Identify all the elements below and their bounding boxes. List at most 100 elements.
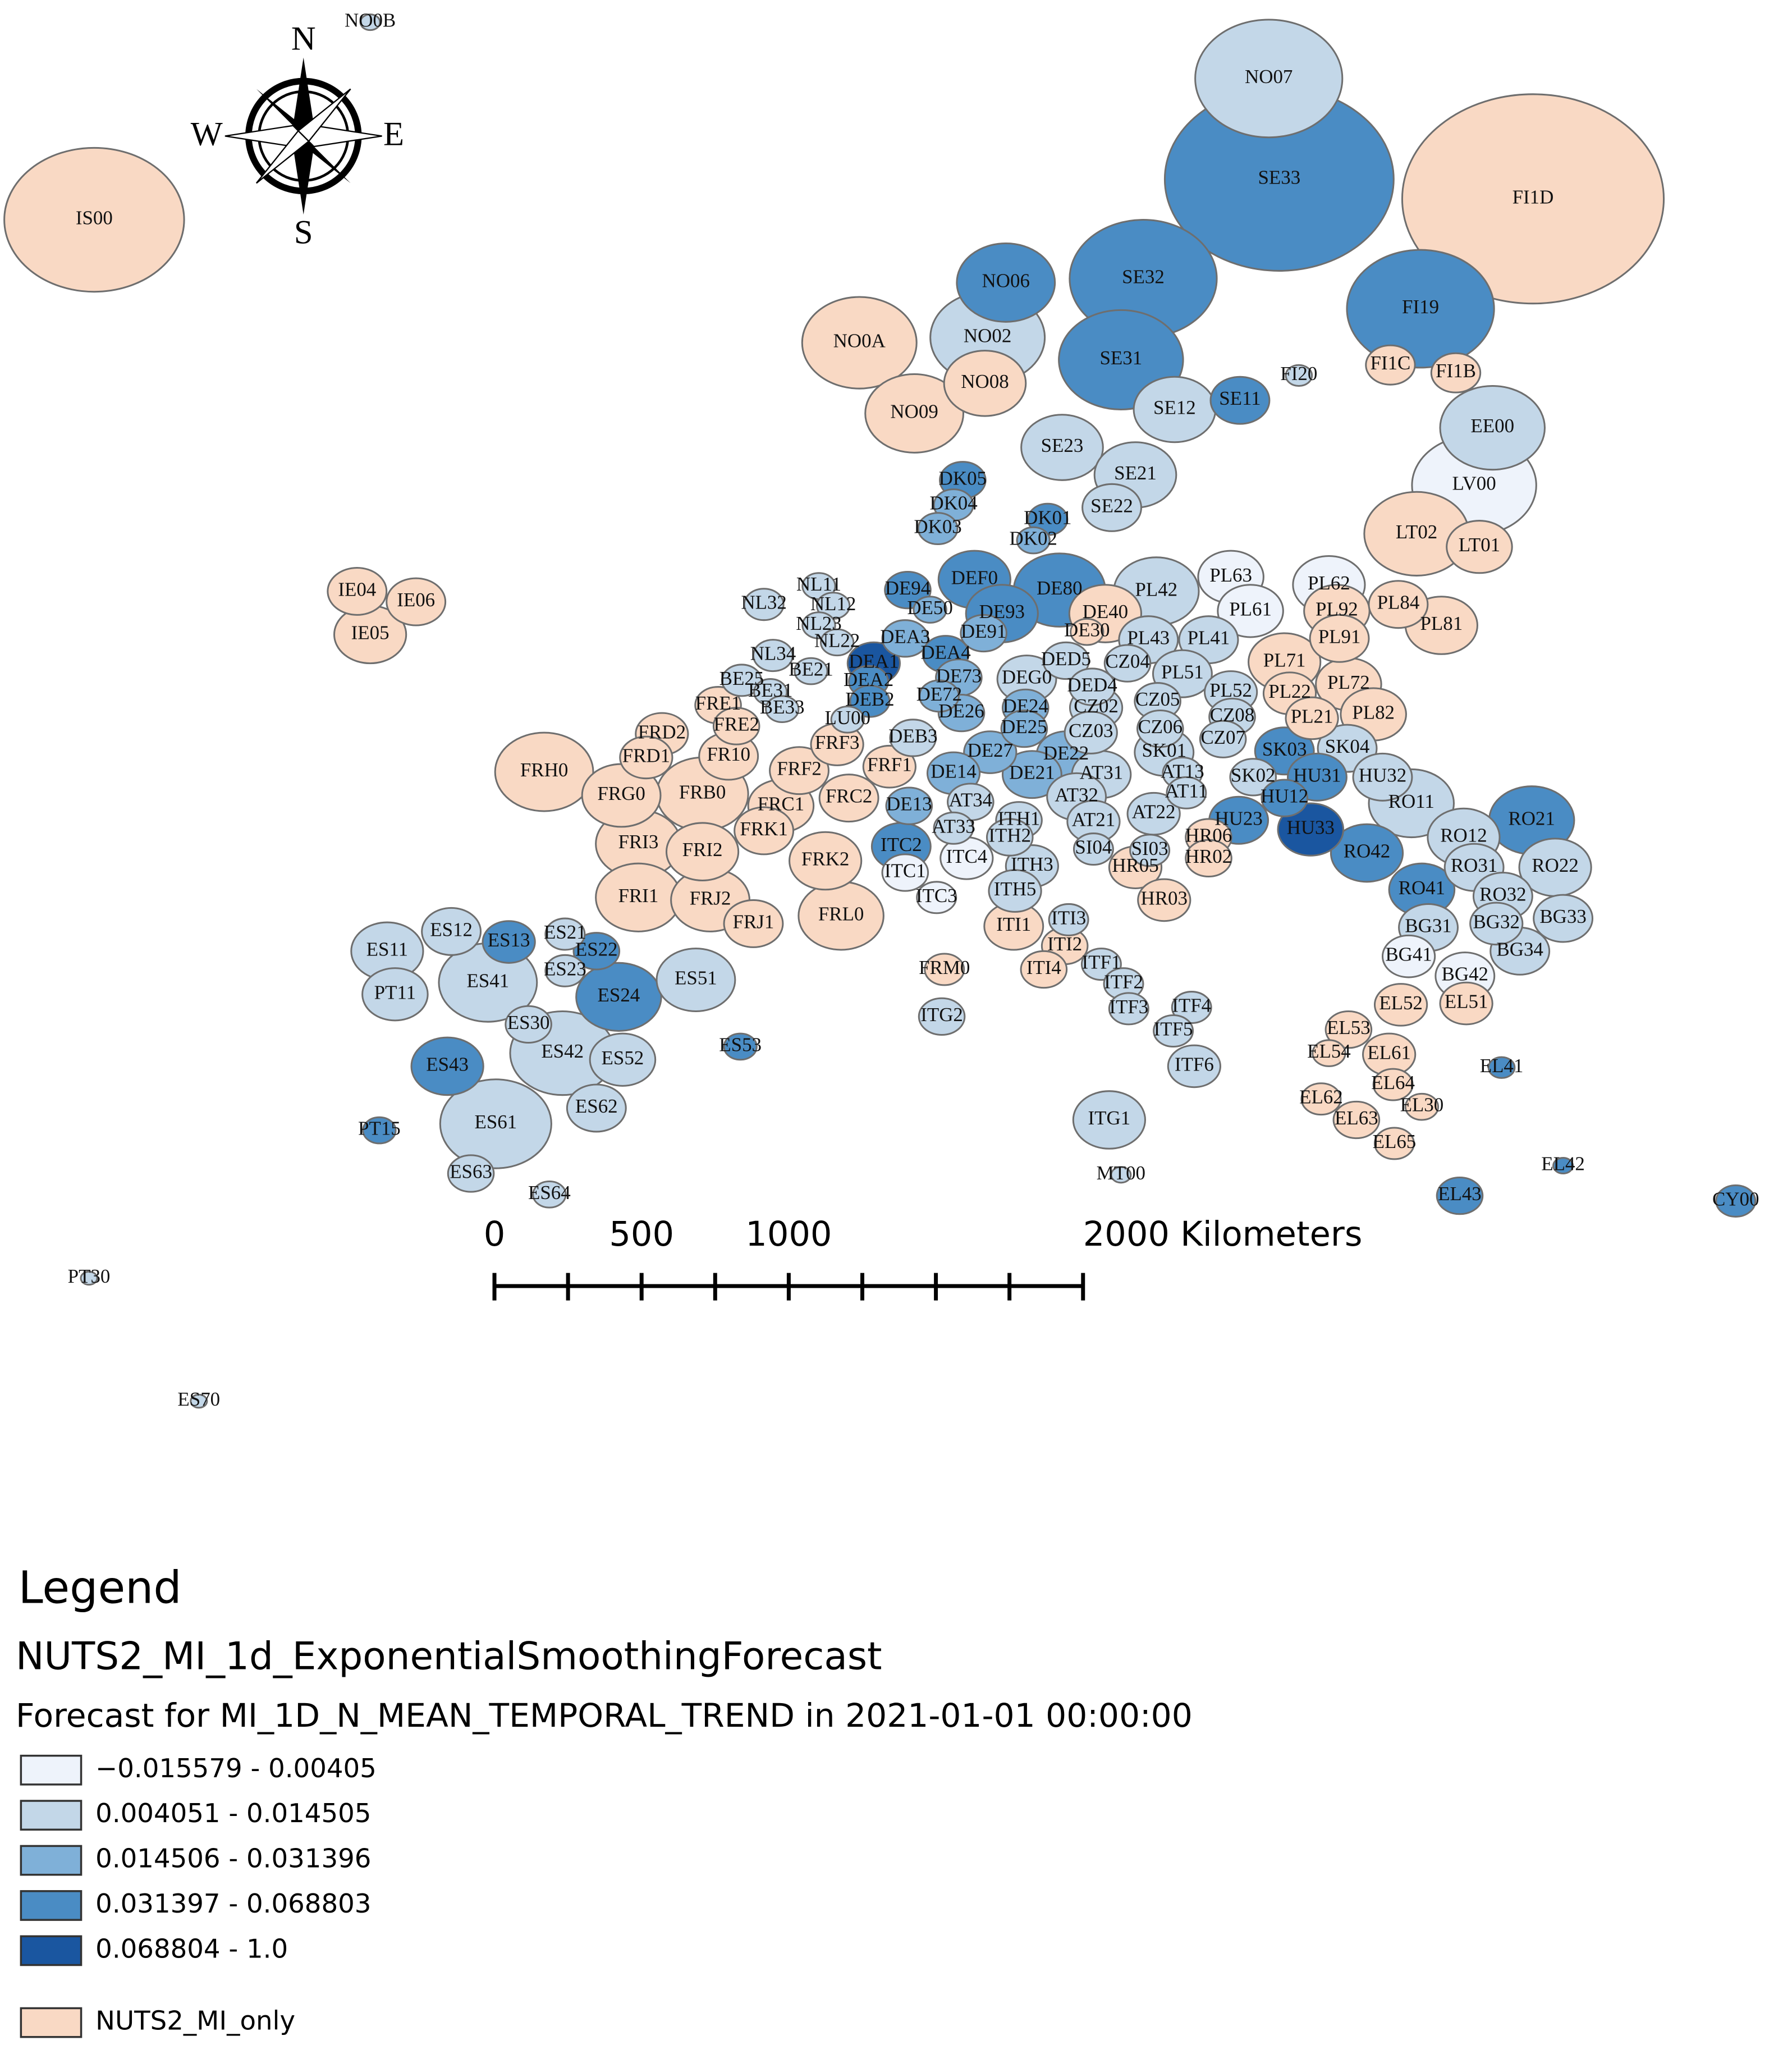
region (1229, 758, 1277, 797)
region (849, 684, 891, 718)
region-label: ITF5 (1154, 1018, 1193, 1040)
region-label: LT02 (1396, 521, 1437, 543)
region-label: SE22 (1090, 495, 1133, 516)
region-label: DE24 (1002, 695, 1048, 717)
region-label: SK03 (1262, 738, 1307, 760)
region-label: EL43 (1438, 1183, 1482, 1205)
region (924, 953, 965, 986)
region-label: CY00 (1712, 1188, 1759, 1210)
region-label: FRC2 (826, 785, 873, 807)
region-label: DEF0 (951, 566, 998, 588)
region-label: PL72 (1327, 671, 1370, 693)
region-label: FRJ2 (690, 887, 731, 909)
legend-label: 0.014506 - 0.031396 (95, 1843, 371, 1874)
region-label: DE91 (961, 620, 1007, 642)
region-label: LU00 (825, 707, 871, 729)
region-label: AT11 (1165, 780, 1208, 802)
region-label: AT31 (1080, 762, 1124, 784)
region-label: ITG1 (1088, 1107, 1131, 1129)
region-label: PT15 (358, 1118, 401, 1140)
region-label: ES53 (719, 1033, 762, 1055)
region-label: PL52 (1209, 679, 1252, 701)
region-label: HU12 (1261, 785, 1308, 807)
region-label: DED4 (1067, 674, 1117, 696)
region-label: DE50 (907, 597, 953, 619)
compass-point (298, 136, 351, 184)
region (1070, 617, 1104, 646)
region-label: RO22 (1532, 854, 1578, 876)
region-label: PL21 (1291, 706, 1333, 728)
region-label: RO32 (1479, 883, 1526, 905)
region-label: BG32 (1473, 911, 1519, 932)
region-label: FI1C (1371, 352, 1411, 374)
region (505, 1005, 552, 1044)
region (1346, 249, 1495, 369)
compass-point (293, 57, 314, 136)
region-label: FI1D (1513, 186, 1554, 208)
compass-rose: N S W E (191, 20, 404, 251)
region-label: EL65 (1373, 1131, 1417, 1152)
scale-bar: 0 500 1000 2000 Kilometers (484, 1215, 1362, 1301)
region (362, 1116, 397, 1145)
region (1439, 385, 1546, 471)
region-label: NO0B (345, 10, 396, 31)
region (386, 577, 447, 626)
region-label: AT21 (1072, 809, 1116, 831)
region-label: CZ04 (1105, 651, 1150, 673)
region-label: FRD1 (622, 744, 670, 766)
region-label: BE25 (719, 667, 764, 689)
region-label: RO42 (1344, 840, 1390, 862)
region-label: SE23 (1041, 434, 1084, 456)
region-label: ITI4 (1026, 957, 1061, 978)
region (190, 1393, 208, 1409)
region-label: FRI1 (618, 885, 658, 907)
region (1285, 696, 1339, 740)
region-label: PL82 (1352, 702, 1395, 724)
region (1068, 667, 1116, 706)
region-label: HR02 (1185, 845, 1232, 867)
region (794, 657, 828, 685)
region-label: NO02 (964, 324, 1011, 346)
legend-swatch (20, 1935, 83, 1966)
region-label: ITC1 (884, 860, 926, 882)
region (918, 997, 966, 1036)
region-label: FRI2 (682, 839, 723, 861)
region-label: PL92 (1316, 598, 1358, 620)
region-label: EE00 (1470, 415, 1514, 437)
region-label: DK01 (1024, 506, 1071, 528)
region-label: ES24 (598, 984, 640, 1006)
region (361, 967, 429, 1022)
region (1185, 839, 1232, 877)
region (1285, 364, 1313, 387)
region (1103, 644, 1152, 683)
region (789, 831, 863, 891)
region-label: IE04 (338, 578, 376, 600)
region-label: FR10 (707, 743, 750, 765)
region-label: HU32 (1359, 764, 1406, 786)
region (410, 1036, 484, 1096)
legend-swatch (20, 1890, 83, 1921)
region-label: SE32 (1122, 266, 1165, 287)
region (917, 512, 959, 546)
region-label: ES30 (507, 1012, 550, 1033)
region-label: ES21 (544, 921, 586, 943)
region-label: DE26 (938, 700, 984, 722)
region-label: NO0A (833, 330, 886, 352)
region (589, 1032, 657, 1087)
region-label: PL43 (1127, 627, 1170, 649)
region (818, 774, 879, 823)
region-label: ITI3 (1051, 907, 1086, 928)
region-label: NO07 (1245, 66, 1293, 88)
region-label: BG31 (1405, 914, 1451, 936)
region-label: ES61 (474, 1111, 517, 1133)
region-label: ITH1 (998, 807, 1041, 829)
region-label: RO21 (1508, 807, 1555, 829)
region (447, 1154, 495, 1193)
region-label: SI03 (1131, 838, 1168, 859)
region (1110, 1166, 1132, 1184)
region-label: IS00 (76, 207, 113, 229)
region-label: ES13 (488, 929, 530, 951)
region-labels: NO0B NO07 SE33 FI1D IS00 NO06 SE32 FI19 NO02 NO0A… (68, 10, 1759, 1410)
region-label: ES42 (541, 1040, 584, 1062)
region (439, 1078, 552, 1169)
